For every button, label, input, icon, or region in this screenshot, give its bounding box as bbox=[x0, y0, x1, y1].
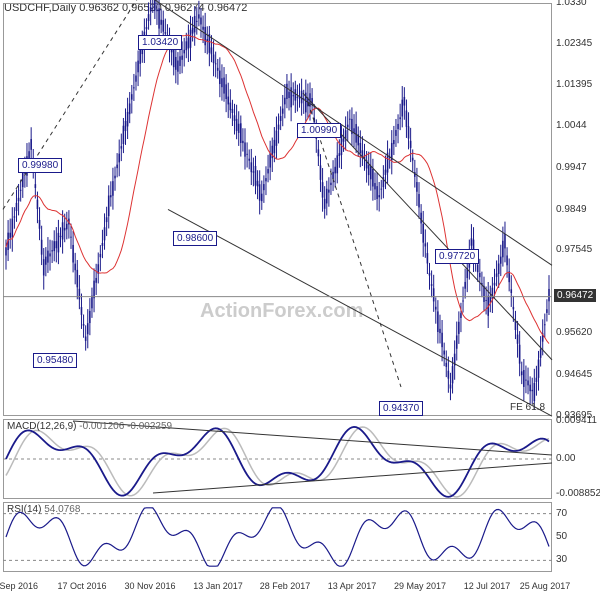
y-tick: 30 bbox=[556, 554, 598, 565]
x-tick: 1 Sep 2016 bbox=[0, 581, 38, 595]
x-tick: 28 Feb 2017 bbox=[260, 581, 311, 595]
x-tick: 30 Nov 2016 bbox=[124, 581, 175, 595]
rsi-y-axis: 70 50 30 bbox=[552, 502, 600, 572]
rsi-value: 54.0768 bbox=[44, 504, 80, 515]
rsi-title: RSI(14) 54.0768 bbox=[7, 504, 80, 515]
y-tick: 50 bbox=[556, 531, 598, 542]
x-tick: 29 May 2017 bbox=[394, 581, 446, 595]
x-tick: 12 Jul 2017 bbox=[464, 581, 511, 595]
y-tick: 70 bbox=[556, 508, 598, 519]
x-tick: 17 Oct 2016 bbox=[57, 581, 106, 595]
rsi-svg bbox=[0, 0, 600, 600]
x-tick: 13 Apr 2017 bbox=[328, 581, 377, 595]
x-tick: 13 Jan 2017 bbox=[193, 581, 243, 595]
rsi-label: RSI(14) bbox=[7, 504, 41, 515]
x-tick: 25 Aug 2017 bbox=[520, 581, 571, 595]
time-axis: 1 Sep 2016 17 Oct 2016 30 Nov 2016 13 Jan 2… bbox=[0, 575, 600, 597]
